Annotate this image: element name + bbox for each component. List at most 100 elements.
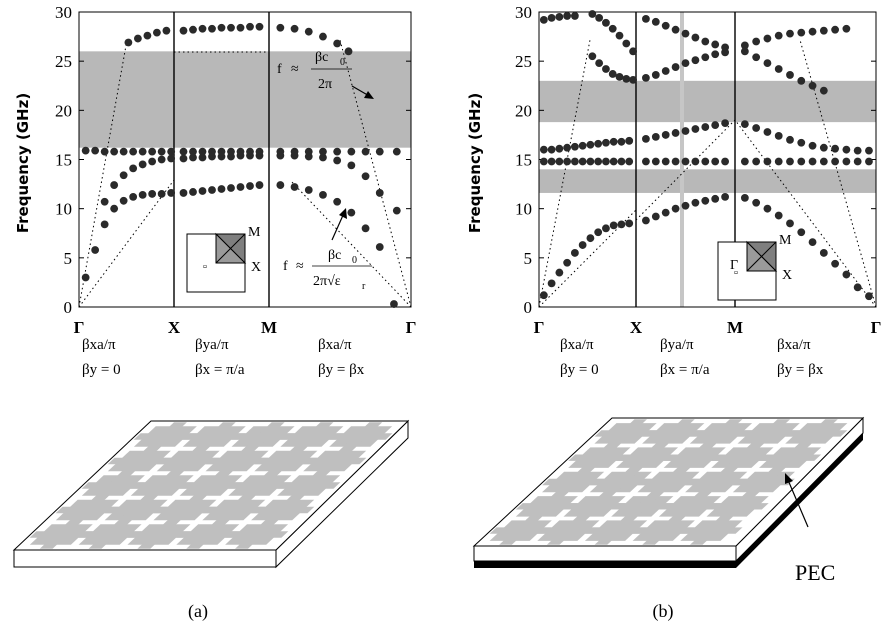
data-point [691,56,700,65]
formula2-numerator: βc [328,248,341,263]
formula-approx: ≈ [291,62,299,77]
patch-arm [277,482,341,489]
data-point [586,234,595,243]
data-point [625,219,634,228]
formula-sub0: 0 [340,57,345,68]
gamma-marker-a: ▫ [203,261,207,273]
data-point [227,184,235,192]
data-point [110,147,119,156]
data-point [752,37,761,46]
data-point [701,196,710,205]
data-point [91,146,100,155]
data-point [842,157,851,166]
data-point [119,147,128,156]
data-point [797,76,806,85]
data-point [333,197,342,206]
patch-arm [156,457,220,465]
data-point [602,157,610,166]
data-point [797,138,806,147]
patch-arm [689,430,752,437]
patch-arm [81,482,145,489]
segment-condition: βy = βx [318,362,365,378]
data-point [157,155,166,164]
data-point [290,147,299,156]
patch-arm [616,454,679,461]
pec-label: PEC [795,560,835,585]
patch-arm [685,478,748,486]
data-point [129,192,138,201]
data-point [711,194,720,203]
data-point [711,50,720,59]
patch-arm [785,430,848,437]
bandgaps-a [79,51,411,148]
data-point [319,153,327,162]
data-point [797,228,806,237]
patch-arm [224,531,289,538]
axes-a [78,11,412,308]
ytick-label: 30 [515,3,532,22]
pec-arrowhead [785,473,793,484]
patch-arm [637,478,700,486]
brillouin-zone-inset-a: ▫ M X [186,225,261,293]
data-point [786,29,794,38]
data-point [198,24,207,33]
data-point [625,136,634,145]
data-point [608,24,617,33]
data-point [691,33,700,42]
y-axis-label-a: Frequency (GHz) [14,93,32,233]
data-point [602,224,610,233]
data-point [865,292,873,301]
dispersion-points-b [539,10,873,301]
segment-condition: βx = π/a [195,362,245,378]
data-point [661,21,670,30]
data-point [681,201,690,210]
data-point [81,146,90,155]
data-point [617,157,626,166]
symmetry-label-M: M [727,318,743,337]
inset-m-label-a: M [248,225,261,240]
light-lines-b [538,39,877,308]
data-point [651,212,660,221]
bandgap-a-0 [79,51,411,148]
patch-arm [78,531,142,538]
patch-arm [515,503,578,510]
data-point [853,146,862,155]
data-point [774,157,783,166]
data-point [217,23,226,32]
symmetry-label-M: M [261,318,277,337]
data-point [701,157,710,166]
data-point [661,208,670,217]
data-point [138,191,147,199]
data-point [255,22,264,31]
y-ticks-b: 0 5 10 15 20 25 30 [515,3,532,317]
data-point [774,65,783,73]
patch-arm [594,430,657,437]
data-point [319,32,327,41]
ytick-label: 5 [64,249,73,268]
data-point [134,34,142,43]
data-point [208,186,216,194]
segment-condition: βya/π [195,337,229,353]
bandgap-b-1 [539,169,876,193]
inset-gamma-label-b: Γ [730,258,738,273]
symmetry-label-Γ: Γ [406,318,417,337]
data-point [361,224,370,233]
patch-arm [737,430,800,437]
data-point [179,189,188,197]
data-point [189,25,197,34]
inset-x-label-b: X [782,268,792,283]
light-line-b-3 [734,119,877,308]
data-point [547,145,556,154]
data-point [786,135,794,144]
patch-arm [104,506,168,514]
data-point [819,143,828,152]
data-point [578,241,587,249]
data-point [740,120,749,128]
ytick-label: 15 [55,151,72,170]
formula2-subr: r [362,281,366,292]
data-point [642,14,650,23]
data-point [246,182,254,190]
patch-arm [130,482,194,489]
data-point [774,31,783,40]
